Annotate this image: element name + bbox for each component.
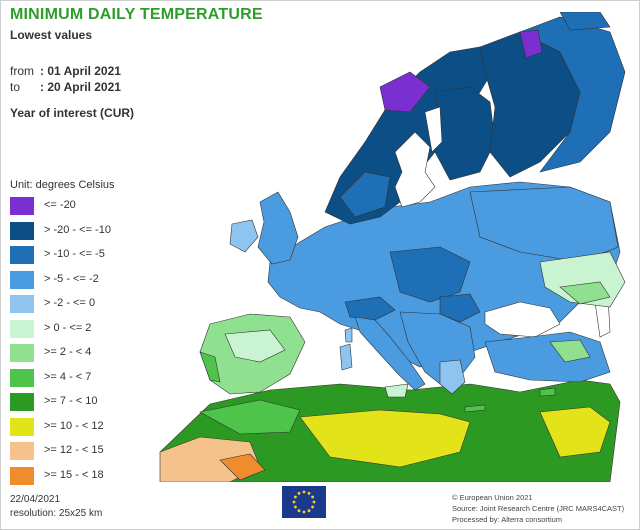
finland-region [434,86,496,181]
legend-swatch [10,295,34,313]
legend-swatch [10,368,34,387]
to-label: to [10,80,21,94]
legend-item: > -5 - <= -2 [10,269,210,294]
map-date: 22/04/2021 [10,494,61,505]
sardinia-island [339,343,353,371]
legend-label: >= 12 - < 15 [44,444,104,456]
legend-label: >= 7 - < 10 [44,395,98,407]
legend-unit: Unit: degrees Celsius [10,179,115,191]
great-britain-island [257,191,299,265]
legend-swatch [10,197,34,215]
baltic-sea [394,131,436,208]
legend-item: >= 10 - < 12 [10,416,210,441]
legend-label: > -20 - <= -10 [44,223,111,236]
central-europe-cold-region [389,246,471,303]
map-credits: © European Union 2021 Source: Joint Rese… [452,492,624,525]
alps-region [344,296,396,321]
caucasus-region [559,281,611,305]
italy-region [354,316,426,391]
carpathian-region [439,293,481,323]
legend-item: > 0 - <= 2 [10,318,210,343]
legend-swatch [10,466,34,485]
legend-item: >= 7 - < 10 [10,391,210,416]
europe-temperature-map [159,12,626,482]
legend-label: > -5 - <= -2 [44,272,99,285]
legend-item: <= -20 [10,195,210,220]
from-label: from [10,64,34,78]
legend-swatch [10,417,34,436]
map-resolution: resolution: 25x25 km [10,508,103,519]
legend-label: <= -20 [44,199,76,211]
black-sea [484,301,561,338]
map-title: MINIMUM DAILY TEMPERATURE [10,6,263,23]
legend-label: > -2 - <= 0 [44,297,96,309]
ireland-island [229,219,259,253]
eu-stars [292,490,316,514]
crete-island [464,404,486,413]
map-subtitle: Lowest values [10,28,93,42]
south-scandinavia-region [339,171,391,218]
legend-label: > -10 - <= -5 [44,248,105,260]
legend: <= -20 > -20 - <= -10 > -10 - <= -5 > -5… [10,195,210,489]
legend-swatch [10,270,34,289]
legend-item: >= 12 - < 15 [10,440,210,465]
legend-item: > -10 - <= -5 [10,244,210,269]
legend-swatch [10,319,34,338]
legend-item: >= 4 - < 7 [10,367,210,392]
iberia-coast-region [199,351,221,383]
year-of-interest: Year of interest (CUR) [10,106,135,120]
legend-item: >= 2 - < 4 [10,342,210,367]
legend-swatch [10,246,34,264]
to-value: : 20 April 2021 [40,80,121,94]
legend-swatch [10,393,34,411]
legend-label: >= 10 - < 12 [44,419,104,432]
legend-swatch [10,344,34,362]
kola-extreme-cold [519,29,543,59]
eu-flag-logo [282,486,326,518]
atlas-region [199,399,301,435]
legend-label: > 0 - <= 2 [44,321,92,334]
corsica-island [344,327,353,343]
anatolia-coast-region [549,339,591,363]
cyprus-island [539,387,556,397]
sahara-hot-patch [219,453,266,481]
legend-item: >= 15 - < 18 [10,465,210,490]
credit-processed: Processed by: Alterra consortium [452,515,563,524]
greece-region [439,359,466,395]
credit-source: Source: Joint Research Centre (JRC MARS4… [452,504,625,513]
legend-label: >= 4 - < 7 [44,370,92,383]
legend-swatch [10,442,34,460]
legend-label: >= 2 - < 4 [44,346,92,358]
period-to: to : 20 April 2021 [10,80,121,94]
svalbard-area [559,12,611,31]
sicily-island [384,383,409,398]
legend-swatch [10,221,34,240]
gulf-of-bothnia [424,106,443,153]
legend-item: > -20 - <= -10 [10,220,210,245]
sahara-north-region [299,409,471,468]
iberia-highland-region [224,329,286,363]
from-value: : 01 April 2021 [40,64,121,78]
legend-item: > -2 - <= 0 [10,293,210,318]
credit-copyright: © European Union 2021 [452,493,533,502]
legend-label: >= 15 - < 18 [44,468,104,481]
sahara-east-region [539,406,611,458]
lapland-extreme-cold [379,71,431,113]
period-from: from : 01 April 2021 [10,64,121,78]
